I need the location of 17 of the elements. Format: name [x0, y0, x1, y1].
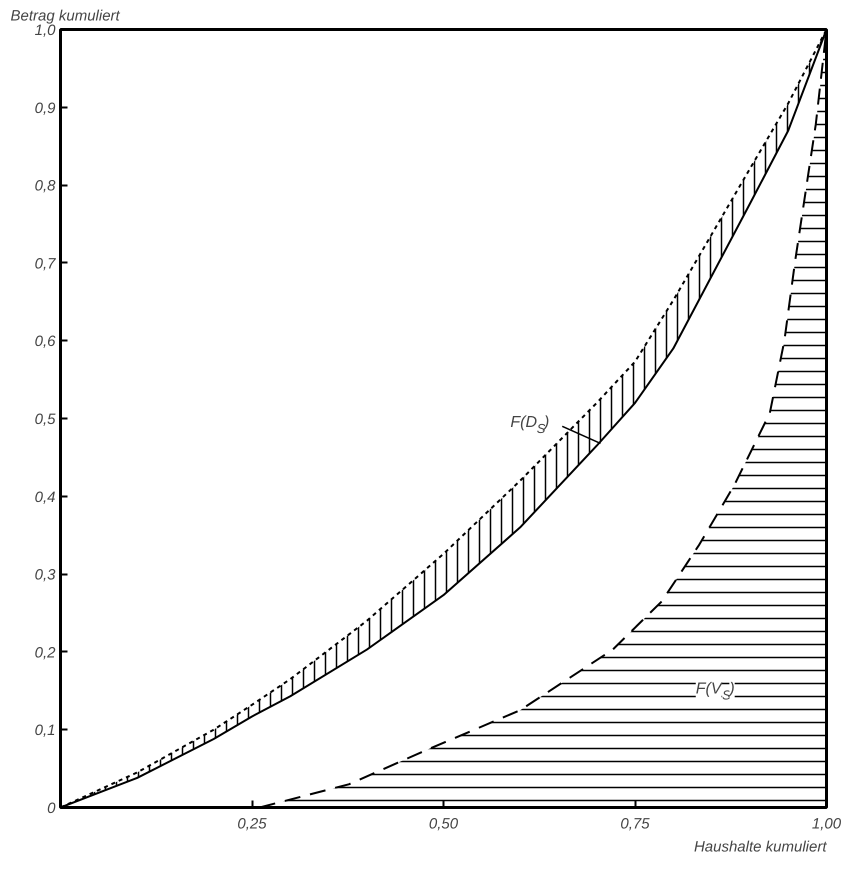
y-tick-label: 0,4 — [34, 488, 56, 506]
y-tick-label: 0,3 — [34, 566, 56, 584]
x-tick-label: 0,50 — [428, 816, 459, 832]
y-tick-label: 0 — [47, 800, 56, 817]
y-tick-label: 1,0 — [34, 22, 56, 39]
y-tick-label: 0,1 — [34, 722, 56, 740]
y-tick-label: 0,6 — [34, 333, 56, 350]
x-tick-label: 1,00 — [812, 816, 842, 832]
x-tick-label: 0,25 — [237, 816, 268, 832]
y-tick-label: 0,9 — [34, 100, 56, 117]
y-axis-title: Betrag kumuliert — [10, 8, 121, 24]
y-tick-label: 0,7 — [34, 255, 56, 272]
y-tick-label: 0,2 — [34, 644, 56, 662]
x-axis-title: Haushalte kumuliert — [694, 838, 828, 856]
y-tick-label: 0,8 — [34, 178, 56, 195]
x-tick-label: 0,75 — [620, 816, 650, 832]
y-tick-label: 0,5 — [34, 411, 56, 428]
